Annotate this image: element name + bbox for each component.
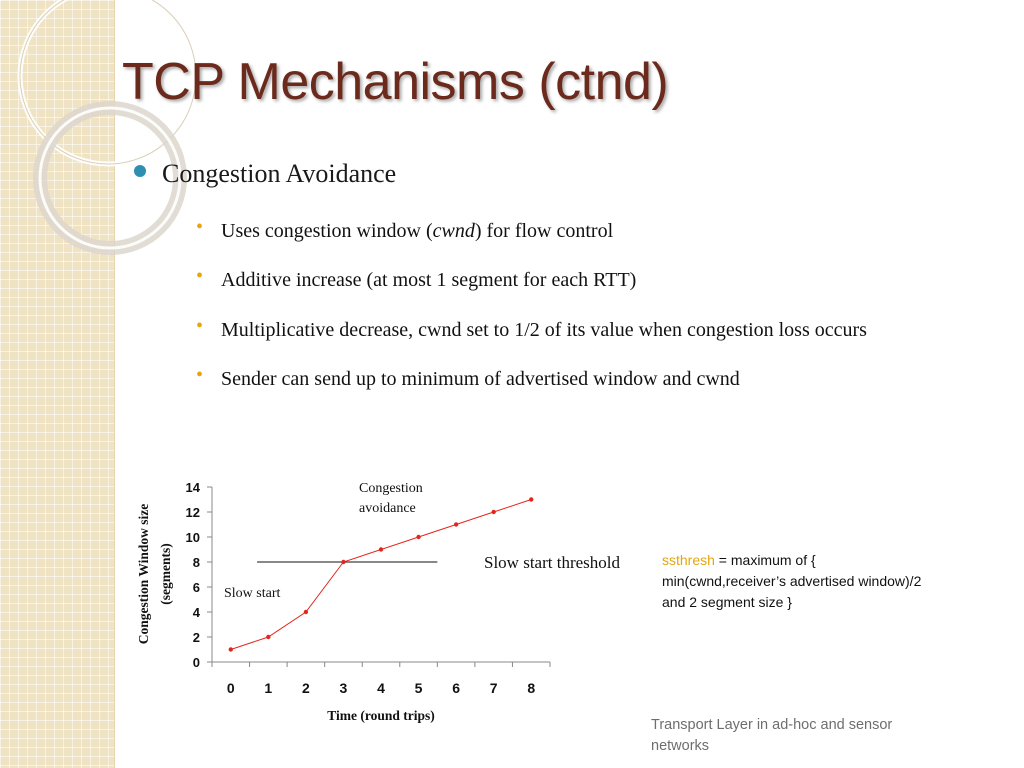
bullet-marker: • <box>196 315 204 337</box>
slide-title: TCP Mechanisms (ctnd) <box>122 53 669 111</box>
sub-bullet-text: Uses congestion window (cwnd) for flow c… <box>221 220 613 243</box>
x-tick-label: 4 <box>377 680 385 696</box>
y-tick-label: 8 <box>193 555 200 570</box>
y-tick-label: 2 <box>193 630 200 645</box>
text-part: ) for flow control <box>474 220 614 242</box>
y-tick-label: 14 <box>186 480 201 495</box>
sub-bullet-text: Multiplicative decrease, cwnd set to 1/2… <box>221 319 867 341</box>
main-bullet-text: Congestion Avoidance <box>162 159 397 188</box>
data-point <box>416 534 421 540</box>
y-tick-label: 12 <box>186 505 200 520</box>
ssthresh-formula: ssthresh = maximum of { min(cwnd,receive… <box>662 550 922 613</box>
x-tick-label: 7 <box>490 680 498 696</box>
data-point <box>378 547 384 552</box>
series-line <box>230 499 532 650</box>
x-tick-label: 1 <box>264 680 272 696</box>
y-tick-label: 10 <box>186 530 200 545</box>
bullet-marker: • <box>196 364 204 386</box>
x-tick-label: 5 <box>415 680 423 696</box>
data-point <box>491 509 496 515</box>
data-point <box>303 609 309 615</box>
sub-bullet-text: Sender can send up to minimum of adverti… <box>221 368 740 390</box>
y-axis-label: Congestion Window size <box>136 504 151 645</box>
y-axis-label-unit: (segments) <box>158 543 173 604</box>
x-tick-label: 3 <box>340 680 348 696</box>
x-tick-label: 0 <box>227 680 235 696</box>
data-point <box>266 634 271 640</box>
x-tick-label: 6 <box>452 680 460 696</box>
threshold-label: Slow start threshold <box>484 553 620 572</box>
congestion-avoidance-label: Congestion <box>359 481 423 496</box>
data-point <box>228 647 233 652</box>
x-axis-label: Time (round trips) <box>327 708 435 723</box>
congestion-avoidance-label: avoidance <box>359 501 416 516</box>
slow-start-label: Slow start <box>224 586 281 601</box>
formula-text: = maximum of { min(cwnd,receiver’s adver… <box>662 552 922 610</box>
bullet-marker: • <box>196 265 204 287</box>
footer-text: Transport Layer in ad-hoc and sensor net… <box>651 717 893 754</box>
data-point <box>341 559 346 565</box>
bullet-marker: • <box>196 216 204 238</box>
y-tick-label: 6 <box>193 580 200 595</box>
data-point <box>529 497 534 502</box>
x-tick-label: 8 <box>527 680 535 696</box>
y-tick-label: 4 <box>193 605 201 620</box>
data-point <box>453 522 459 527</box>
main-bullet-marker <box>134 165 146 177</box>
italic-term: cwnd <box>432 220 475 242</box>
y-tick-label: 0 <box>193 655 200 670</box>
sub-bullet-text: Additive increase (at most 1 segment for… <box>221 269 637 291</box>
text-part: Uses congestion window ( <box>221 220 433 242</box>
ssthresh-term: ssthresh <box>662 552 715 568</box>
x-tick-label: 2 <box>302 680 310 696</box>
decorative-rings <box>17 0 199 255</box>
